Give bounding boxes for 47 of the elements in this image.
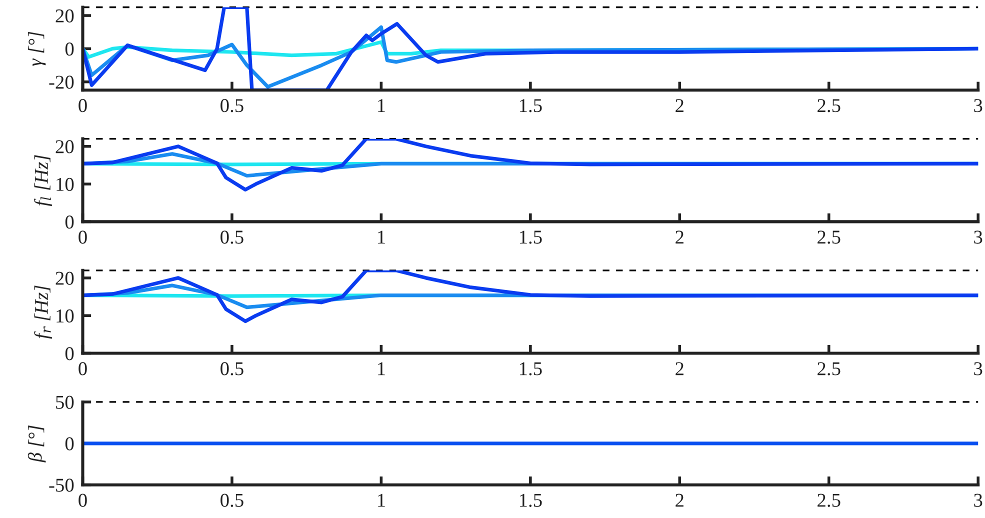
x-tick-label: 2.5 xyxy=(818,230,840,244)
y-tick-label: -20 xyxy=(49,76,74,89)
line-series xyxy=(82,7,978,90)
x-tick-label: 1 xyxy=(378,230,385,244)
x-tick-label: 0.5 xyxy=(220,230,244,244)
x-tick-label: 0 xyxy=(78,362,87,376)
y-axis-title: f$_{r}$ [Hz] xyxy=(34,286,52,339)
x-tick-label: 0.5 xyxy=(220,99,244,112)
x-tick-label: 2.5 xyxy=(818,362,840,376)
x-tick-label: 0.5 xyxy=(220,362,244,376)
x-tick-label: 3 xyxy=(974,494,982,507)
x-tick-label: 0 xyxy=(78,494,87,507)
x-tick-label: 1 xyxy=(378,99,385,112)
line-series xyxy=(82,138,978,192)
x-tick-label: 1.5 xyxy=(520,230,542,244)
y-axis-title: f$_{l}$ [Hz] xyxy=(34,155,52,206)
y-tick-label: 0 xyxy=(65,216,74,229)
x-tick-label: 0 xyxy=(78,230,87,244)
x-tick-label: 1.5 xyxy=(520,362,542,376)
y-tick-label: 20 xyxy=(56,272,74,285)
y-tick-label: 0 xyxy=(65,42,74,56)
y-tick-label: 20 xyxy=(56,9,74,22)
x-tick-label: 2 xyxy=(676,494,684,507)
x-tick-label: 3 xyxy=(974,230,982,244)
x-tick-label: 1 xyxy=(378,362,385,376)
y-tick-label: 0 xyxy=(65,437,74,450)
x-tick-label: 0 xyxy=(78,99,87,112)
x-tick-label: 1.5 xyxy=(520,99,542,112)
x-tick-label: 2.5 xyxy=(818,494,840,507)
x-tick-label: 1.5 xyxy=(520,494,542,507)
y-tick-label: 20 xyxy=(56,140,74,154)
line-series xyxy=(82,270,978,324)
y-axis-title: β [°] xyxy=(28,426,46,462)
x-tick-label: 1 xyxy=(378,494,385,507)
x-tick-label: 0.5 xyxy=(220,494,244,507)
y-tick-label: 10 xyxy=(56,178,74,191)
x-tick-label: 2 xyxy=(676,99,684,112)
x-tick-label: 2.5 xyxy=(818,99,840,112)
y-tick-label: -50 xyxy=(49,478,74,492)
y-tick-label: 0 xyxy=(65,347,74,360)
x-tick-label: 3 xyxy=(974,99,982,112)
y-tick-label: 50 xyxy=(56,396,74,409)
y-tick-label: 10 xyxy=(56,309,74,323)
x-tick-label: 3 xyxy=(974,362,982,376)
x-tick-label: 2 xyxy=(676,362,684,376)
y-axis-title: γ [°] xyxy=(28,32,46,66)
x-tick-label: 2 xyxy=(676,230,684,244)
